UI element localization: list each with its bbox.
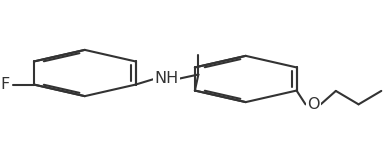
Text: F: F — [0, 77, 9, 92]
Text: NH: NH — [154, 71, 178, 86]
Text: O: O — [307, 97, 319, 112]
